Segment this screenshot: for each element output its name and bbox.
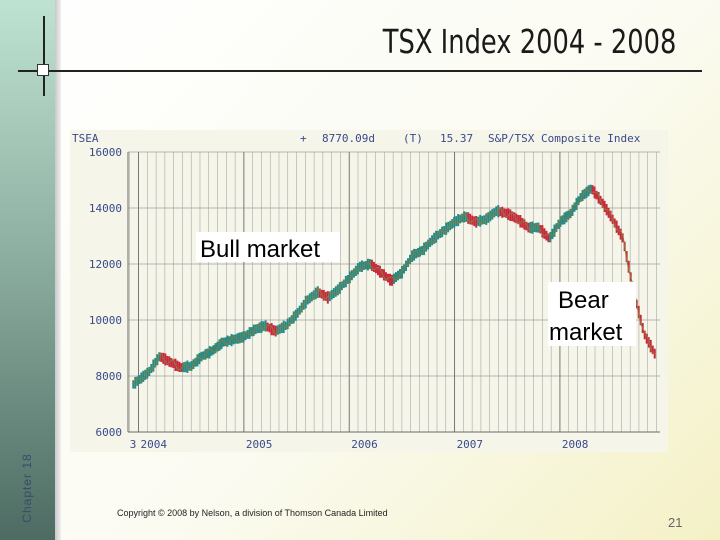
annotation-bear: Bear market (548, 282, 636, 346)
page-number: 21 (668, 515, 683, 530)
annotation-bear-line1: Bear (558, 287, 609, 314)
moving-average-line (132, 189, 655, 385)
tsx-chart: TSEA + 8770.09d (T) 15.37 S&P/TSX Compos… (70, 130, 668, 452)
y-tick-label: 10000 (89, 314, 122, 327)
header-symbol: TSEA (72, 132, 99, 145)
y-tick-label: 16000 (89, 146, 122, 159)
left-accent-bar (0, 0, 55, 540)
y-tick-label: 12000 (89, 258, 122, 271)
x-tick-label: 2005 (246, 438, 273, 451)
header-flag: (T) (403, 132, 423, 145)
x-tick-label: 2007 (457, 438, 484, 451)
title-horizontal-rule (18, 70, 702, 72)
chapter-label: Chapter 18 (20, 453, 34, 523)
left-accent-edge (55, 0, 61, 540)
annotation-bear-line2: market (549, 319, 623, 346)
annotation-bull-bg (196, 232, 340, 262)
annotation-bull-text: Bull market (200, 236, 320, 263)
x-tick-label: 2008 (562, 438, 589, 451)
x-tick-label: 3 (130, 438, 137, 451)
header-plus: + (300, 132, 307, 145)
rule-marker (37, 64, 49, 76)
title-vertical-rule (43, 16, 45, 96)
x-tick-label: 2006 (351, 438, 378, 451)
y-tick-label: 8000 (96, 370, 123, 383)
x-tick-labels: 3 2004 2005 2006 2007 2008 (130, 438, 589, 451)
header-value: 8770.09d (322, 132, 375, 145)
y-tick-labels: 16000 14000 12000 10000 8000 6000 (89, 146, 122, 439)
header-index-name: S&P/TSX Composite Index (488, 132, 641, 145)
slide-title: TSX Index 2004 - 2008 (382, 22, 676, 61)
annotation-bull: Bull market (196, 232, 340, 263)
chart-header: TSEA + 8770.09d (T) 15.37 S&P/TSX Compos… (72, 132, 641, 145)
y-tick-label: 6000 (96, 426, 123, 439)
copyright-note: Copyright © 2008 by Nelson, a division o… (117, 508, 388, 518)
header-change: 15.37 (440, 132, 473, 145)
x-tick-label: 2004 (141, 438, 168, 451)
y-tick-label: 14000 (89, 202, 122, 215)
annotation-bear-bg (548, 282, 636, 346)
